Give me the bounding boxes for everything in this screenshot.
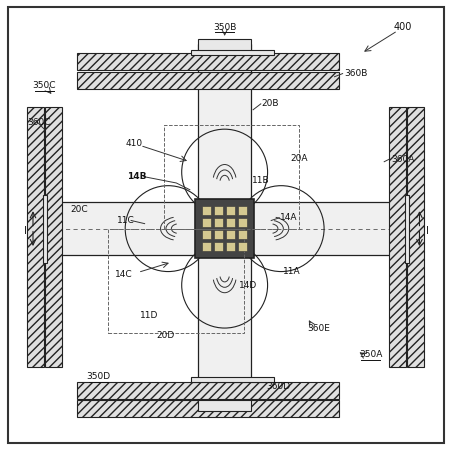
- Bar: [226, 206, 235, 216]
- Bar: [202, 218, 211, 227]
- Text: 410: 410: [125, 138, 143, 147]
- Text: 11B: 11B: [252, 176, 269, 185]
- Bar: [404, 195, 408, 263]
- Bar: [163, 125, 299, 229]
- Text: 360E: 360E: [307, 323, 330, 332]
- Text: 350D: 350D: [86, 371, 110, 380]
- Bar: [226, 231, 235, 240]
- Bar: [226, 218, 235, 227]
- Text: 11D: 11D: [140, 310, 158, 319]
- Bar: [238, 218, 247, 227]
- Bar: [214, 218, 223, 227]
- Text: 350B: 350B: [212, 23, 236, 32]
- Bar: [214, 243, 223, 252]
- Text: 400: 400: [392, 22, 411, 32]
- Text: 360D: 360D: [266, 381, 290, 390]
- Text: 360B: 360B: [344, 69, 367, 78]
- Text: 20C: 20C: [70, 204, 87, 213]
- Text: 20D: 20D: [156, 331, 174, 340]
- Text: 360A: 360A: [390, 155, 414, 164]
- Text: 14A: 14A: [280, 213, 297, 222]
- Bar: [202, 231, 211, 240]
- Bar: [202, 206, 211, 216]
- Bar: [198, 400, 250, 411]
- Bar: [27, 108, 44, 368]
- Bar: [43, 195, 47, 263]
- Text: 350C: 350C: [32, 81, 56, 90]
- Text: 14C: 14C: [115, 269, 133, 278]
- Bar: [77, 382, 338, 399]
- Bar: [202, 243, 211, 252]
- Text: 11C: 11C: [116, 216, 134, 225]
- Bar: [214, 231, 223, 240]
- Bar: [77, 54, 338, 71]
- Bar: [238, 206, 247, 216]
- Bar: [108, 229, 244, 333]
- Bar: [77, 73, 338, 90]
- Bar: [190, 377, 274, 382]
- Text: 14B: 14B: [126, 171, 146, 180]
- Bar: [190, 51, 274, 55]
- Bar: [198, 40, 250, 53]
- Text: I: I: [24, 225, 27, 235]
- Bar: [214, 206, 223, 216]
- Bar: [45, 108, 62, 368]
- Bar: [198, 45, 250, 406]
- Bar: [226, 243, 235, 252]
- Bar: [388, 108, 405, 368]
- Text: 350A: 350A: [358, 350, 382, 359]
- Text: 20A: 20A: [290, 153, 307, 162]
- Bar: [238, 231, 247, 240]
- Bar: [77, 400, 338, 417]
- Bar: [195, 199, 253, 259]
- Text: 14D: 14D: [238, 281, 256, 290]
- Bar: [238, 243, 247, 252]
- Text: I: I: [425, 225, 428, 235]
- Text: 360C: 360C: [27, 117, 51, 126]
- Text: 11A: 11A: [282, 266, 299, 275]
- Bar: [406, 108, 423, 368]
- Text: 20B: 20B: [261, 99, 278, 108]
- Bar: [43, 203, 408, 255]
